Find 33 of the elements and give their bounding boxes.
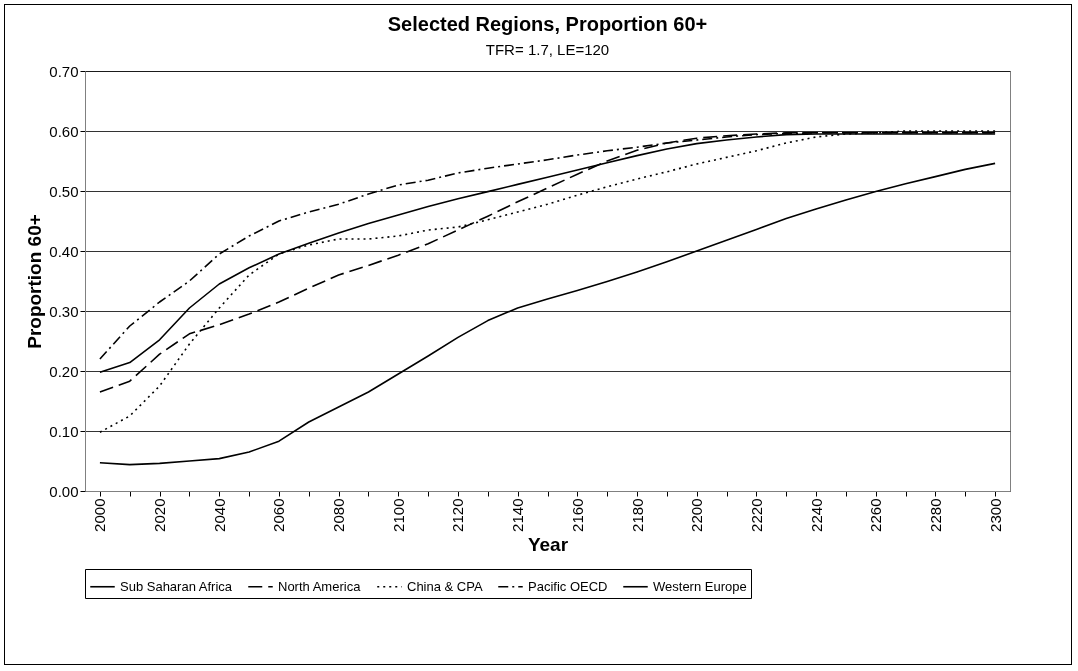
x-tick-label: 2080 <box>330 498 348 532</box>
x-tick-label: 2020 <box>151 498 169 532</box>
y-axis-title: Proportion 60+ <box>24 214 46 349</box>
legend-label: Sub Saharan Africa <box>120 578 233 594</box>
y-tick-label: 0.00 <box>49 482 79 500</box>
x-tick-label: 2100 <box>389 498 407 532</box>
chart-title: Selected Regions, Proportion 60+ <box>387 13 708 35</box>
y-tick-label: 0.10 <box>49 422 79 440</box>
x-tick-label: 2280 <box>926 498 944 532</box>
x-tick-label: 2160 <box>568 498 586 532</box>
legend-label: North America <box>278 578 362 594</box>
x-tick-label: 2300 <box>986 498 1004 532</box>
x-tick-label: 2260 <box>867 498 885 532</box>
x-tick-label: 2120 <box>449 498 467 532</box>
x-tick-label: 2220 <box>747 498 765 532</box>
y-tick-label: 0.50 <box>49 182 79 200</box>
x-tick-label: 2060 <box>270 498 288 532</box>
y-tick-label: 0.20 <box>49 362 79 380</box>
y-tick-label: 0.30 <box>49 302 79 320</box>
x-tick-label: 2180 <box>628 498 646 532</box>
y-tick-label: 0.60 <box>49 122 79 140</box>
x-tick-label: 2200 <box>688 498 706 532</box>
x-tick-label: 2040 <box>210 498 228 532</box>
legend-label: Western Europe <box>653 578 747 594</box>
legend-label: Pacific OECD <box>528 578 608 594</box>
y-tick-label: 0.70 <box>49 62 79 80</box>
x-tick-label: 2240 <box>807 498 825 532</box>
x-tick-label: 2140 <box>509 498 527 532</box>
y-tick-label: 0.40 <box>49 242 79 260</box>
x-axis-title: Year <box>527 533 569 555</box>
x-tick-label: 2000 <box>91 498 109 532</box>
legend-label: China & CPA <box>407 578 483 594</box>
chart-subtitle: TFR= 1.7, LE=120 <box>485 41 610 58</box>
